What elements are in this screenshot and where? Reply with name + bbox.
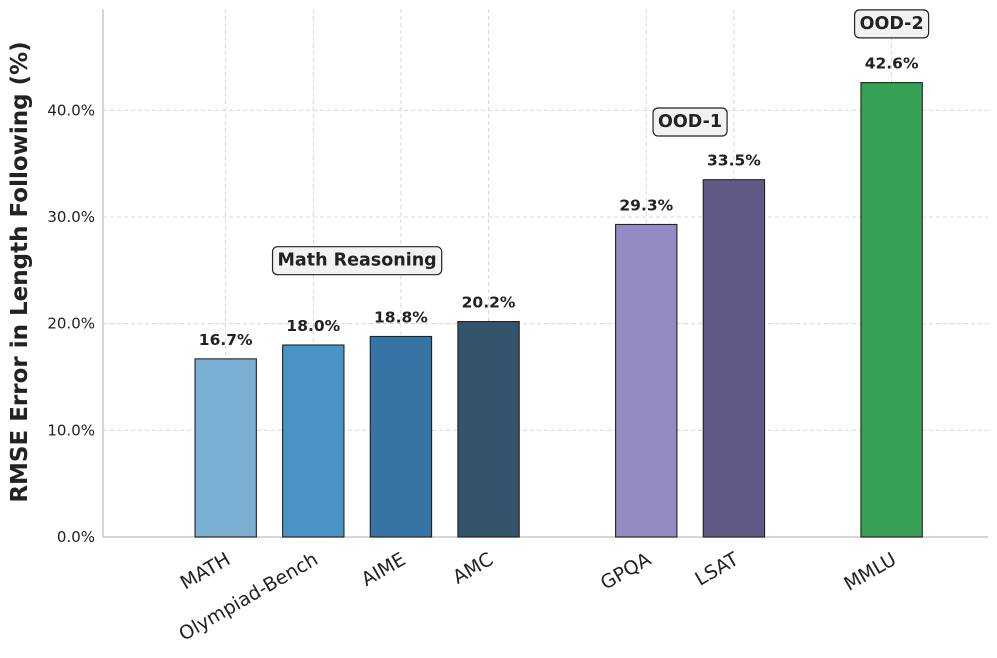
y-tick-label: 0.0%: [57, 528, 95, 546]
bar-math: [194, 358, 257, 538]
bar-mmlu: [860, 82, 923, 538]
y-tick-label: 10.0%: [47, 421, 95, 439]
value-label: 29.3%: [619, 196, 673, 214]
group-label-box: [271, 246, 443, 276]
y-axis-title: RMSE Error in Length Following (%): [7, 41, 33, 502]
value-label: 18.0%: [286, 317, 340, 335]
value-label: 18.8%: [374, 308, 428, 326]
value-label: 33.5%: [707, 152, 761, 170]
y-tick-label: 30.0%: [47, 208, 95, 226]
value-label: 20.2%: [462, 294, 516, 312]
bar-olympiad-bench: [282, 344, 345, 538]
bar-aime: [369, 335, 433, 538]
x-tick-label: MATH: [177, 548, 235, 594]
group-label-box: [652, 107, 728, 137]
group-label: Math Reasoning: [278, 251, 437, 271]
bar-amc: [457, 320, 520, 538]
group-label: OOD-2: [860, 14, 924, 34]
group-label-box: [853, 9, 930, 39]
x-tick-label: AIME: [358, 548, 410, 591]
value-label: 42.6%: [865, 55, 919, 73]
x-tick-label: GPQA: [597, 548, 655, 594]
group-label: OOD-1: [658, 112, 722, 132]
value-label: 16.7%: [199, 331, 253, 349]
y-tick-label: 20.0%: [47, 315, 95, 333]
x-tick-label: MMLU: [840, 548, 900, 595]
bar-lsat: [702, 179, 766, 538]
x-tick-label: LSAT: [691, 548, 742, 590]
bar-gpqa: [615, 223, 678, 538]
bars: [194, 82, 923, 538]
x-tick-label: AMC: [449, 548, 497, 588]
y-tick-label: 40.0%: [47, 101, 95, 119]
